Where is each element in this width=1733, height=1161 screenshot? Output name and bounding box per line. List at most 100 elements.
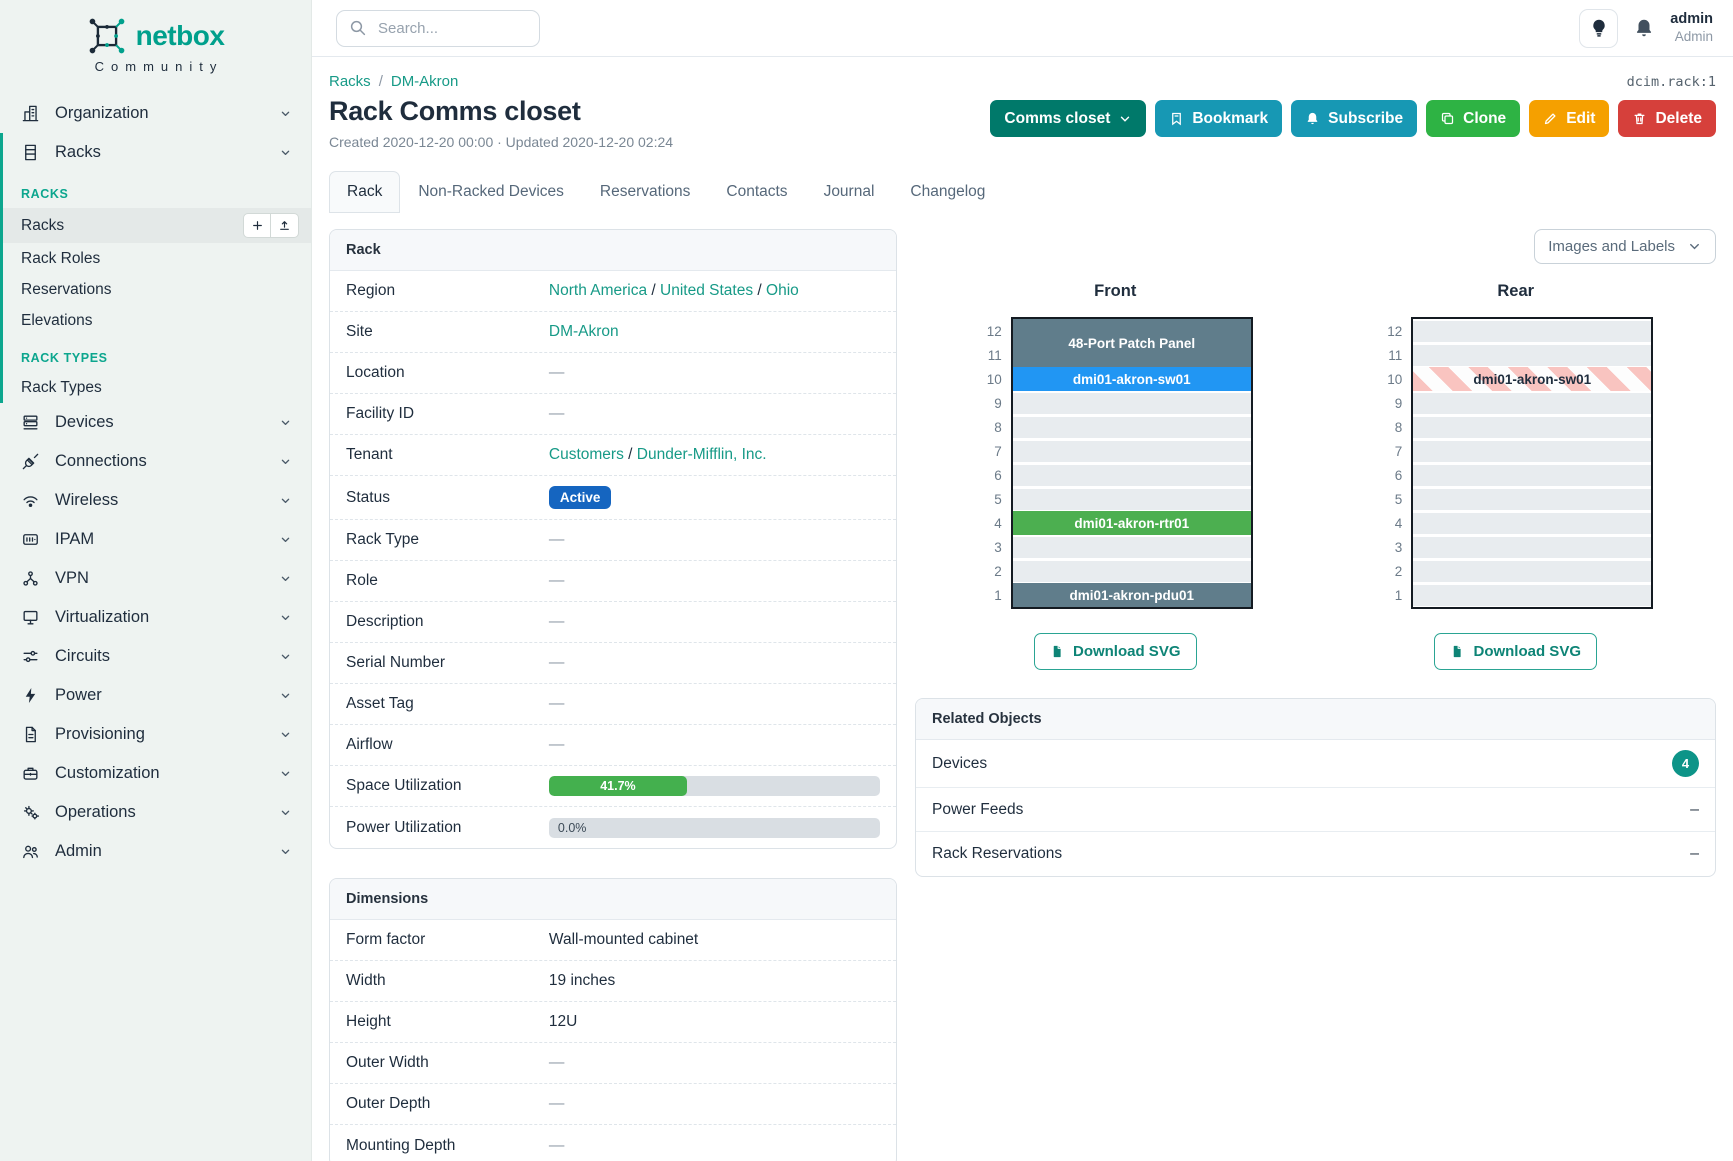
empty-value: — [548,613,565,630]
link-united-states[interactable]: United States [660,282,754,299]
search-icon [349,19,367,37]
rack-name-dropdown-button[interactable]: Comms closet [990,100,1147,137]
rack-device-dmi01-akron-sw01[interactable]: dmi01-akron-sw01 [1413,367,1652,391]
trash-icon [1632,111,1647,126]
attr-row-space-utilization: Space Utilization 41.7% [330,766,896,807]
download-svg-button-rear[interactable]: Download SVG [1434,633,1597,670]
sidebar-item-reservations[interactable]: Reservations [21,280,112,298]
sidebar-item-power[interactable]: Power [0,676,311,715]
tab-non-racked-devices[interactable]: Non-Racked Devices [418,183,564,200]
chevron-down-icon [278,610,293,625]
link-dm-akron[interactable]: DM-Akron [548,323,619,340]
chevron-down-icon [278,727,293,742]
search-box[interactable] [336,9,540,47]
tab-journal[interactable]: Journal [823,183,875,200]
link-north-america[interactable]: North America [548,282,648,299]
related-row-rack-reservations[interactable]: Rack Reservations – [932,845,1699,862]
attr-row-serial-number: Serial Number — [330,643,896,684]
attr-row-asset-tag: Asset Tag — [330,684,896,725]
chevron-down-icon [278,844,293,859]
unit-number: 7 [994,443,1002,459]
search-input[interactable] [376,18,527,38]
breadcrumb-link-dm-akron[interactable]: DM-Akron [390,73,459,90]
power-icon [21,686,40,705]
link-ohio[interactable]: Ohio [766,282,799,299]
sidebar-item-racks[interactable]: Racks [3,208,311,243]
rack-device-dmi01-akron-rtr01[interactable]: dmi01-akron-rtr01 [1012,511,1251,535]
sidebar-item-rack-roles[interactable]: Rack Roles [21,249,101,267]
sidebar-item-operations[interactable]: Operations [0,793,311,832]
edit-button[interactable]: Edit [1529,100,1610,137]
sidebar-item-ipam[interactable]: IPAM [0,520,311,559]
dimensions-panel: Dimensions Form factor Wall-mounted cabi… [329,878,897,1161]
related-row-devices[interactable]: Devices 4 [916,740,1715,788]
tab-changelog[interactable]: Changelog [910,183,986,200]
sidebar-item-organization[interactable]: Organization [0,94,311,133]
sidebar-group-racks: Racks RACKS Racks Rack Roles Reservations El… [0,133,311,403]
tab-bar: Rack Non-Racked Devices Reservations Contac… [329,171,1716,213]
related-objects-title: Related Objects [916,699,1715,740]
chevron-down-icon [1118,112,1132,126]
rack-diagram-front: 48-Port Patch Panel dmi01-akron-sw01 dmi01… [1010,317,1253,609]
empty-slot [1413,319,1652,343]
power-utilization-bar: 0.0% [548,817,880,838]
bell-icon [1633,17,1655,39]
empty-value: — [548,1136,565,1154]
add-button[interactable] [243,213,271,238]
chevron-down-icon [278,106,293,121]
bookmark-button[interactable]: Bookmark [1155,100,1283,137]
unit-number: 3 [994,539,1002,555]
status-badge: Active [548,486,612,509]
link-dunder-mifflin-inc[interactable]: Dunder-Mifflin, Inc. [636,446,767,463]
unit-number: 1 [1394,587,1403,603]
notifications-button[interactable] [1633,17,1655,39]
rack-device-48-port-patch-panel[interactable]: 48-Port Patch Panel [1012,319,1251,367]
link-customers[interactable]: Customers [548,446,624,463]
lightbulb-icon [1589,18,1609,38]
dimensions-panel-title: Dimensions [330,879,896,920]
rack-device-dmi01-akron-sw01[interactable]: dmi01-akron-sw01 [1012,367,1251,391]
user-menu[interactable]: admin Admin [1670,11,1713,45]
tab-contacts[interactable]: Contacts [726,183,788,200]
empty-slot [1413,487,1652,511]
sidebar-item-rack-types[interactable]: Rack Types [21,378,102,396]
ipam-icon [21,530,40,549]
breadcrumb-link-racks[interactable]: Racks [329,73,371,90]
sidebar-item-provisioning[interactable]: Provisioning [0,715,311,754]
sidebar-item-devices[interactable]: Devices [0,403,311,442]
rack-panel: Rack Region North America / United State… [329,229,897,849]
sidebar-item-admin[interactable]: Admin [0,832,311,871]
import-button[interactable] [271,213,299,238]
chevron-down-icon [278,766,293,781]
value-text: 12U [548,1013,578,1030]
related-row-power-feeds[interactable]: Power Feeds – [916,788,1715,832]
vpn-icon [21,569,40,588]
sidebar-item-connections[interactable]: Connections [0,442,311,481]
sidebar-item-racks[interactable]: Racks [3,133,311,172]
attr-row-status: Status Active [330,476,896,520]
attr-row-description: Description — [330,602,896,643]
tab-reservations[interactable]: Reservations [599,183,691,200]
unit-number: 9 [1394,395,1403,411]
sidebar-item-customization[interactable]: Customization [0,754,311,793]
breadcrumb: Racks / DM-Akron dcim.rack:1 [329,73,1716,90]
empty-value: — [548,1054,565,1071]
sidebar-item-wireless[interactable]: Wireless [0,481,311,520]
unit-number: 3 [1394,539,1403,555]
sidebar-item-vpn[interactable]: VPN [0,559,311,598]
download-svg-button-front[interactable]: Download SVG [1033,633,1197,670]
clone-button[interactable]: Clone [1426,100,1521,137]
rack-device-dmi01-akron-pdu01[interactable]: dmi01-akron-pdu01 [1012,583,1251,607]
subscribe-button[interactable]: Subscribe [1291,100,1418,137]
sidebar-item-virtualization[interactable]: Virtualization [0,598,311,637]
chevron-down-icon [278,532,293,547]
elevation-display-select[interactable]: Images and Labels [1534,229,1716,264]
theme-toggle-button[interactable] [1579,8,1619,48]
sidebar-item-elevations[interactable]: Elevations [21,311,93,329]
delete-button[interactable]: Delete [1618,100,1716,137]
sidebar-item-circuits[interactable]: Circuits [0,637,311,676]
tab-rack[interactable]: Rack [329,171,401,213]
unit-number: 11 [1388,347,1403,363]
value-text: 19 inches [548,972,616,989]
